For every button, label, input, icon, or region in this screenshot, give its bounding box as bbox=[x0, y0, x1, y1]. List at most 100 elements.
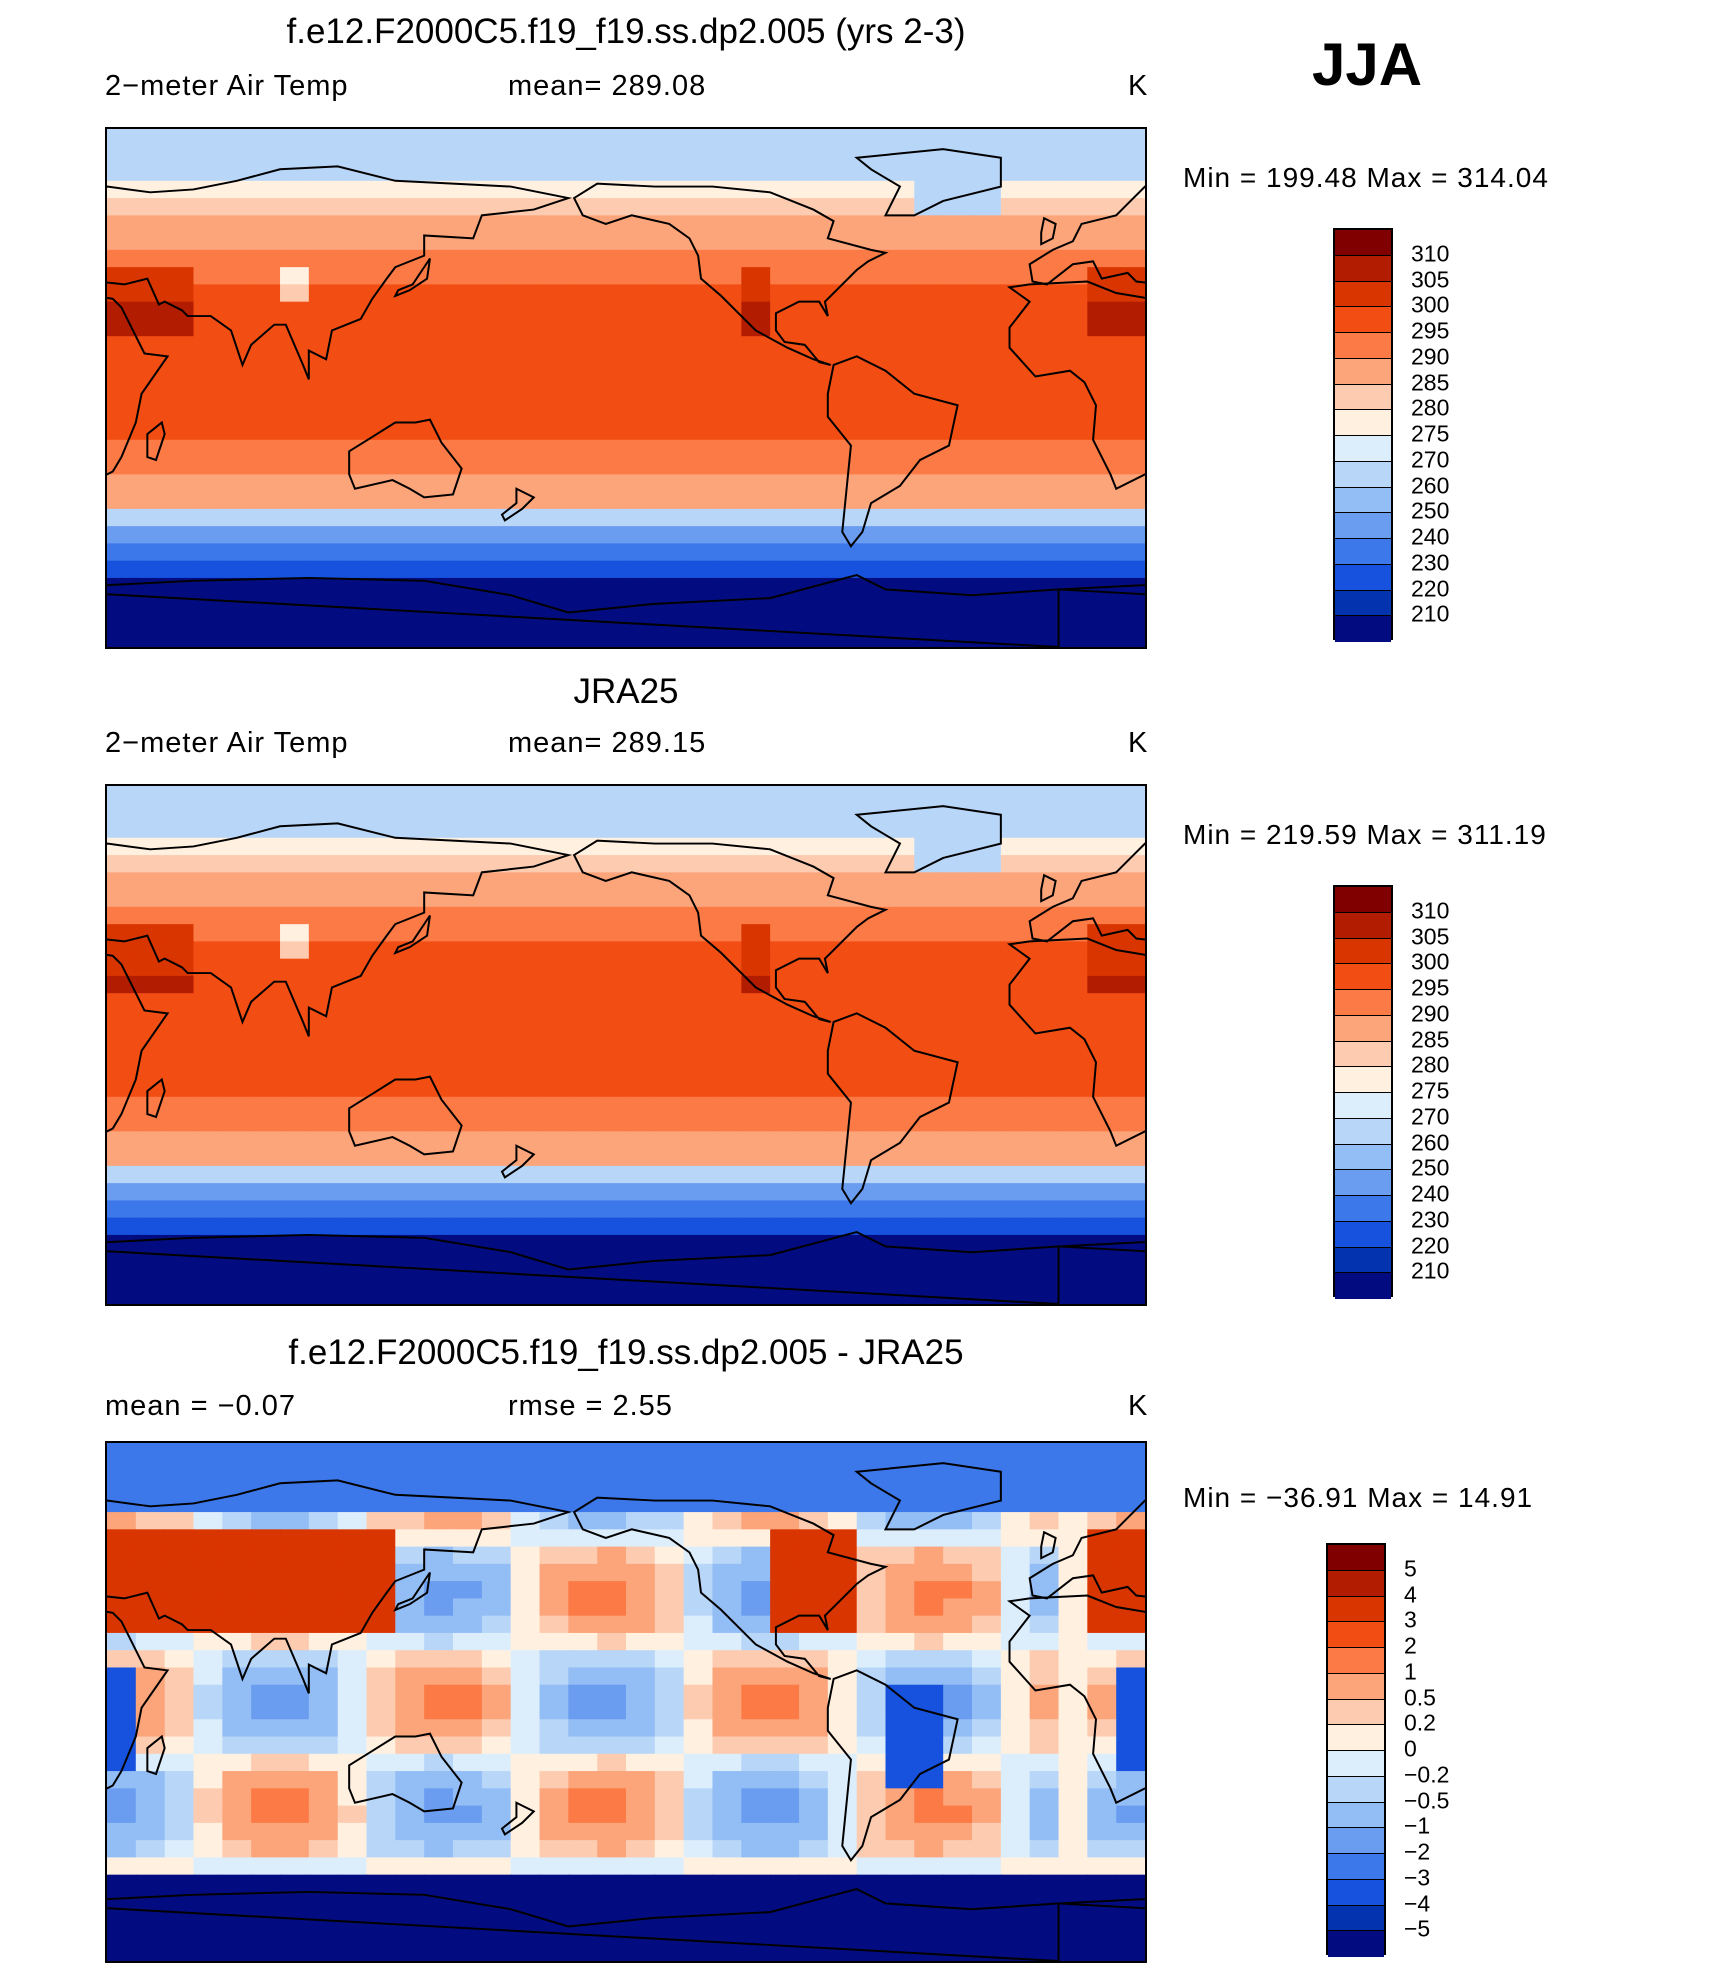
heatmap-cell bbox=[164, 284, 195, 303]
heatmap-cell bbox=[452, 1805, 483, 1824]
heatmap-cell bbox=[597, 508, 627, 527]
heatmap-cell bbox=[135, 491, 166, 510]
heatmap-cell bbox=[308, 1702, 339, 1721]
heatmap-cell bbox=[280, 924, 310, 943]
heatmap-cell bbox=[914, 1632, 944, 1651]
heatmap-cell bbox=[712, 1857, 743, 1876]
heatmap-cell bbox=[770, 1563, 800, 1582]
heatmap-cell bbox=[251, 1840, 281, 1859]
heatmap-cell bbox=[1058, 577, 1089, 596]
heatmap-cell bbox=[770, 232, 800, 251]
heatmap-cell bbox=[107, 1598, 137, 1617]
heatmap-cell bbox=[914, 1529, 944, 1548]
heatmap-cell bbox=[539, 1045, 570, 1064]
coastline bbox=[146, 1734, 166, 1776]
heatmap-cell bbox=[280, 129, 310, 148]
heatmap-cell bbox=[597, 1027, 627, 1046]
heatmap-cell bbox=[943, 1217, 973, 1236]
heatmap-cell bbox=[1000, 1114, 1031, 1133]
heatmap-cell bbox=[135, 1512, 166, 1531]
heatmap-cell bbox=[568, 1753, 598, 1772]
heatmap-cell bbox=[1087, 855, 1117, 874]
heatmap-cell bbox=[452, 1096, 483, 1115]
heatmap-cell bbox=[222, 820, 252, 839]
colorbar-tick-label: 280 bbox=[1411, 394, 1450, 421]
heatmap-cell bbox=[539, 1650, 570, 1669]
heatmap-cell bbox=[193, 993, 224, 1012]
heatmap-cell bbox=[1087, 1926, 1117, 1945]
heatmap-cell bbox=[597, 1650, 627, 1669]
heatmap-cell bbox=[164, 1753, 195, 1772]
heatmap-cell bbox=[424, 1857, 454, 1876]
heatmap-cell bbox=[856, 941, 887, 960]
heatmap-cell bbox=[597, 129, 627, 148]
heatmap-cell bbox=[1029, 526, 1060, 545]
heatmap-cell bbox=[943, 1027, 973, 1046]
heatmap-cell bbox=[164, 1667, 195, 1686]
heatmap-cell bbox=[914, 1200, 944, 1219]
heatmap-cell bbox=[626, 837, 656, 856]
heatmap-cell bbox=[1029, 1062, 1060, 1081]
heatmap-cell bbox=[971, 491, 1002, 510]
heatmap-cell bbox=[654, 1874, 685, 1893]
heatmap-cell bbox=[107, 1943, 137, 1961]
heatmap-cell bbox=[1058, 1926, 1089, 1945]
heatmap-cell bbox=[222, 405, 252, 424]
heatmap-cell bbox=[654, 388, 685, 407]
heatmap-cell bbox=[943, 439, 973, 458]
heatmap-cell bbox=[280, 1943, 310, 1961]
heatmap-cell bbox=[452, 422, 483, 441]
heatmap-cell bbox=[799, 1529, 829, 1548]
heatmap-cell bbox=[539, 439, 570, 458]
heatmap-cell bbox=[193, 1027, 224, 1046]
heatmap-cell bbox=[395, 129, 425, 148]
heatmap-cell bbox=[856, 1286, 887, 1304]
heatmap-cell bbox=[827, 474, 858, 493]
heatmap-cell bbox=[626, 1165, 656, 1184]
heatmap-cell bbox=[597, 1079, 627, 1098]
heatmap-cell bbox=[337, 993, 368, 1012]
heatmap-cell bbox=[626, 560, 656, 579]
heatmap-cell bbox=[827, 1771, 858, 1790]
heatmap-cell bbox=[1000, 855, 1031, 874]
heatmap-cell bbox=[481, 1598, 512, 1617]
heatmap-cell bbox=[280, 1736, 310, 1755]
heatmap-cell bbox=[654, 975, 685, 994]
heatmap-cell bbox=[337, 1943, 368, 1961]
heatmap-cell bbox=[251, 1650, 281, 1669]
heatmap-cell bbox=[770, 1114, 800, 1133]
heatmap-cell bbox=[251, 1581, 281, 1600]
heatmap-cell bbox=[193, 508, 224, 527]
heatmap-cell bbox=[193, 491, 224, 510]
heatmap-cell bbox=[827, 1702, 858, 1721]
coastline bbox=[500, 1801, 536, 1836]
heatmap-cell bbox=[626, 1027, 656, 1046]
heatmap-cell bbox=[164, 612, 195, 631]
heatmap-cell bbox=[280, 975, 310, 994]
heatmap-cell bbox=[251, 457, 281, 476]
heatmap-cell bbox=[626, 1702, 656, 1721]
heatmap-cell bbox=[770, 803, 800, 822]
heatmap-cell bbox=[280, 1546, 310, 1565]
heatmap-cell bbox=[424, 1494, 454, 1513]
heatmap-cell bbox=[568, 1874, 598, 1893]
heatmap-cell bbox=[827, 491, 858, 510]
heatmap-cell bbox=[135, 1460, 166, 1479]
heatmap-cell bbox=[597, 1736, 627, 1755]
heatmap-cell bbox=[712, 1183, 743, 1202]
heatmap-cell bbox=[337, 1252, 368, 1271]
heatmap-cell bbox=[308, 803, 339, 822]
heatmap-cell bbox=[654, 422, 685, 441]
heatmap-cell bbox=[827, 1148, 858, 1167]
colorbar-tick-label: 220 bbox=[1411, 575, 1450, 601]
heatmap-cell bbox=[395, 612, 425, 631]
heatmap-cell bbox=[597, 1096, 627, 1115]
heatmap-cell bbox=[1087, 820, 1117, 839]
heatmap-cell bbox=[1087, 1581, 1117, 1600]
heatmap-cell bbox=[1029, 803, 1060, 822]
heatmap-cell bbox=[107, 232, 137, 251]
heatmap-cell bbox=[337, 1286, 368, 1304]
heatmap-cell bbox=[712, 1512, 743, 1531]
heatmap-cell bbox=[1087, 284, 1117, 303]
heatmap-cell bbox=[1116, 612, 1145, 631]
